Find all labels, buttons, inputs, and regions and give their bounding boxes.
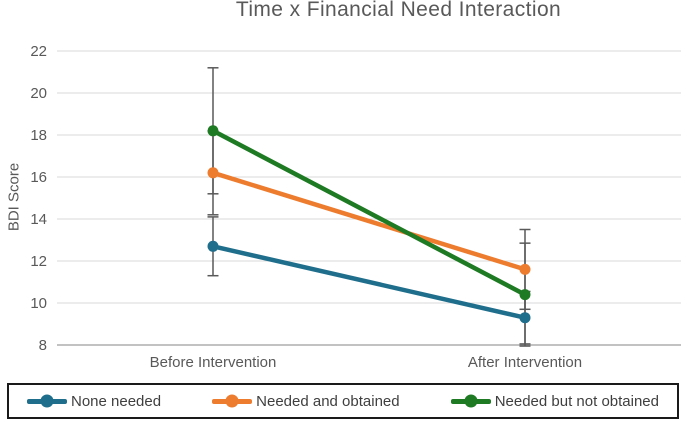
y-tick-label: 22 — [30, 43, 47, 60]
data-point-marker — [519, 312, 531, 324]
legend-item-needed-and-obtained: Needed and obtained — [212, 392, 400, 410]
data-point-marker — [207, 167, 219, 179]
line-marker-icon — [27, 394, 67, 408]
data-point-marker — [207, 240, 219, 252]
x-category-label: Before Intervention — [150, 354, 277, 371]
x-category-label: After Intervention — [468, 354, 582, 371]
legend-label: Needed and obtained — [256, 392, 400, 410]
data-point-marker — [519, 289, 531, 301]
y-tick-label: 18 — [30, 127, 47, 144]
y-tick-label: 14 — [30, 211, 47, 228]
legend: None needed Needed and obtained Needed b… — [7, 383, 679, 419]
y-tick-label: 10 — [30, 295, 47, 312]
chart-title: Time x Financial Need Interaction — [235, 0, 562, 21]
legend-label: None needed — [71, 392, 162, 410]
series-line — [210, 128, 528, 297]
series-line — [210, 170, 528, 272]
data-point-marker — [519, 263, 531, 275]
y-tick-label: 20 — [30, 85, 47, 102]
y-tick-label: 12 — [30, 253, 47, 270]
line-marker-icon — [212, 394, 253, 408]
y-tick-label: 16 — [30, 169, 47, 186]
legend-item-none-needed: None needed — [27, 393, 161, 410]
legend-label: Needed but not obtained — [494, 392, 659, 410]
legend-item-needed-but-not-obtained: Needed but not obtained — [450, 392, 659, 410]
line-marker-icon — [450, 394, 491, 408]
y-tick-label: 8 — [39, 337, 47, 354]
data-point-marker — [207, 125, 219, 137]
series-line — [210, 244, 528, 320]
